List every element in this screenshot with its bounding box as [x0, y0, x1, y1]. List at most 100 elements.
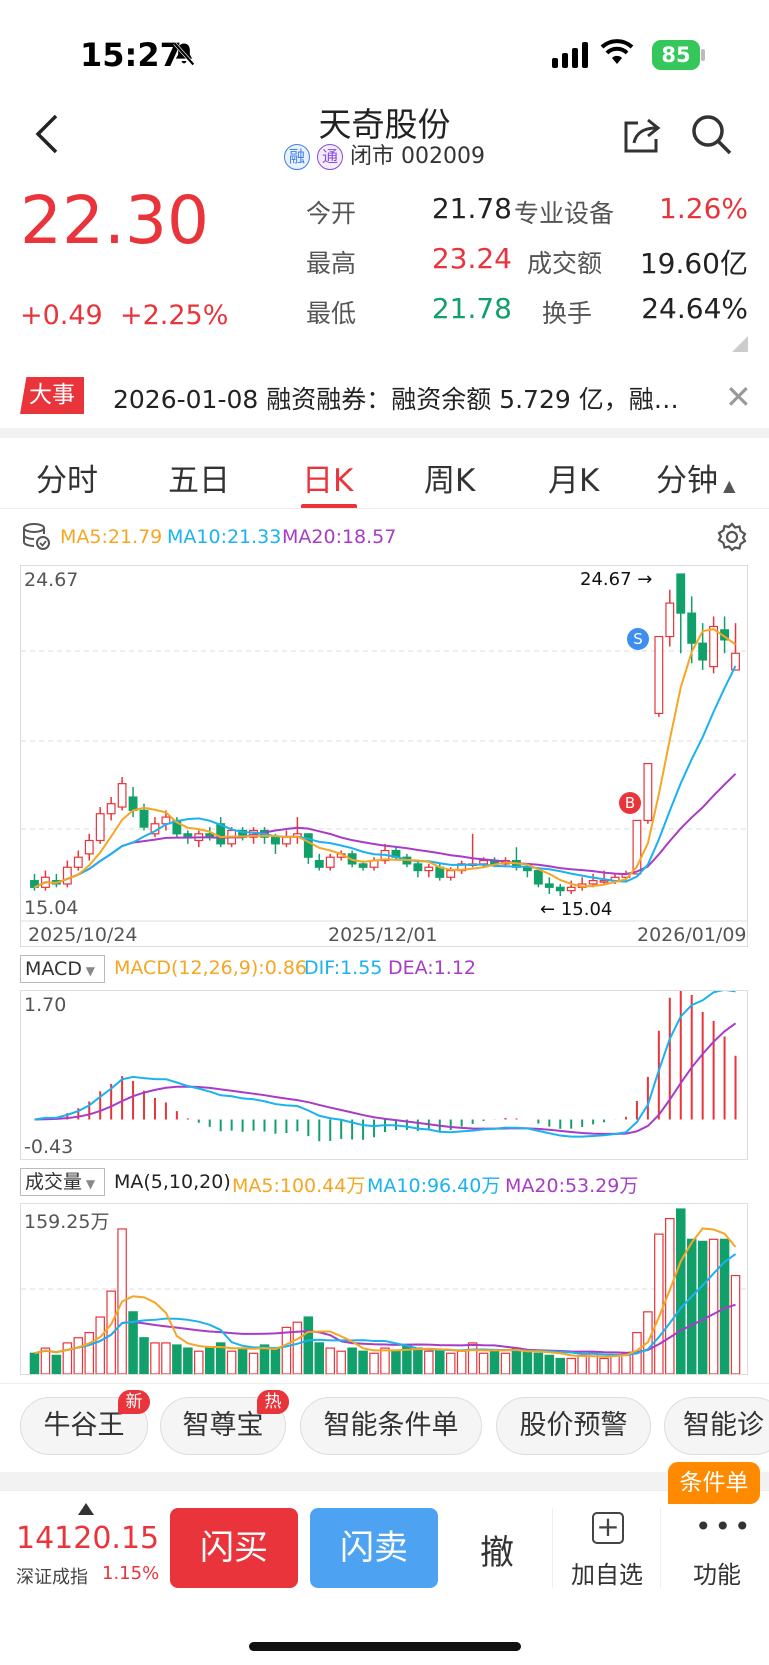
- volume-bar: [730, 1274, 741, 1374]
- macd-indicator-select[interactable]: MACD ▼: [20, 955, 105, 983]
- index-pct: 1.15%: [102, 1563, 160, 1584]
- stock-subtitle: 融 通 闭市 002009: [0, 138, 769, 170]
- divider: [660, 1508, 661, 1588]
- volume-bar: [478, 1352, 489, 1374]
- tool-smart-order[interactable]: 智能条件单: [300, 1397, 482, 1455]
- candle-body: [62, 866, 72, 885]
- ma5-legend: MA5:21.79: [60, 526, 163, 548]
- candle-body: [479, 859, 489, 865]
- sector-label[interactable]: 专业设备: [514, 199, 615, 228]
- active-tab-indicator: [301, 504, 357, 509]
- tab-monthly-k[interactable]: 月K: [548, 463, 600, 499]
- volume-ma10: MA10:96.40万: [367, 1175, 501, 1197]
- candle-body: [643, 762, 653, 822]
- cancel-order-button[interactable]: 撤: [480, 1533, 514, 1573]
- candle-body: [665, 602, 675, 638]
- divider: [0, 1383, 769, 1384]
- candle-body: [588, 880, 598, 885]
- tab-five-day[interactable]: 五日: [168, 463, 230, 499]
- volume-bar: [533, 1352, 544, 1374]
- price-change-pct: +2.25%: [120, 300, 229, 331]
- volume-bar: [95, 1316, 105, 1374]
- functions-button[interactable]: 功能: [693, 1561, 741, 1589]
- dif-value: DIF:1.55: [304, 957, 383, 979]
- tool-price-alert[interactable]: 股价预警: [496, 1397, 651, 1455]
- add-watchlist-button[interactable]: 加自选: [571, 1561, 643, 1589]
- volume-bar: [150, 1342, 160, 1374]
- home-indicator: [249, 1642, 521, 1651]
- buy-signal-marker[interactable]: B: [619, 792, 641, 814]
- candle-body: [709, 625, 719, 668]
- low-value: 21.78: [431, 292, 512, 325]
- tab-daily-k[interactable]: 日K: [302, 463, 354, 499]
- candle-body: [698, 642, 708, 661]
- share-icon[interactable]: [620, 115, 664, 155]
- quick-sell-button[interactable]: 闪卖: [310, 1508, 438, 1588]
- kline-chart[interactable]: [20, 565, 748, 947]
- volume-select-label: 成交量: [25, 1171, 83, 1193]
- close-icon[interactable]: ✕: [725, 378, 752, 416]
- back-arrow-icon[interactable]: [34, 112, 60, 156]
- condition-order-badge[interactable]: 条件单: [668, 1462, 760, 1504]
- settings-gear-icon[interactable]: [716, 521, 748, 553]
- sector-pct: 1.26%: [659, 192, 748, 225]
- tab-weekly-k[interactable]: 周K: [424, 463, 476, 499]
- volume-bar: [456, 1350, 467, 1374]
- ma5-line: [34, 628, 737, 889]
- connect-tag: 通: [317, 144, 343, 170]
- volume-bar: [675, 1208, 686, 1374]
- volume-bar: [686, 1238, 697, 1374]
- volume-bar: [73, 1337, 84, 1374]
- volume-bar: [281, 1326, 292, 1374]
- volume-bar: [500, 1352, 511, 1374]
- ma20-legend: MA20:18.57: [282, 526, 397, 548]
- volume-bar: [259, 1344, 270, 1374]
- tab-minute[interactable]: 分钟 ▲: [656, 455, 735, 500]
- news-tag: 大事: [20, 377, 84, 414]
- volume-bar: [577, 1354, 587, 1374]
- ma10-line: [34, 665, 737, 889]
- high-value: 23.24: [431, 242, 512, 275]
- volume-bar: [599, 1357, 609, 1374]
- candle-body: [281, 836, 291, 845]
- index-value[interactable]: 14120.15: [16, 1521, 160, 1556]
- candle-body: [599, 880, 609, 883]
- max-price-marker: 24.67 →: [580, 569, 653, 590]
- volume-bar: [292, 1321, 303, 1374]
- volume-bar: [708, 1238, 719, 1374]
- status-time: 15:27: [80, 36, 182, 74]
- volume-bar: [413, 1347, 423, 1374]
- volume-chart[interactable]: [20, 1203, 748, 1375]
- candle-body: [446, 869, 456, 878]
- database-icon[interactable]: [22, 522, 50, 550]
- news-ticker[interactable]: 2026-01-08 融资融券：融资余额 5.729 亿，融…: [113, 385, 679, 414]
- macd-value: MACD(12,26,9):0.86: [114, 957, 308, 979]
- add-icon[interactable]: +: [592, 1512, 624, 1544]
- quick-buy-button[interactable]: 闪买: [170, 1508, 298, 1588]
- macd-chart[interactable]: [20, 990, 748, 1160]
- sell-signal-marker[interactable]: S: [627, 628, 649, 650]
- expand-corner-icon[interactable]: [732, 336, 748, 352]
- tool-label: 智能诊: [683, 1410, 764, 1441]
- tool-smart-diagnosis[interactable]: 智能诊: [664, 1397, 769, 1455]
- tab-intraday[interactable]: 分时: [36, 463, 98, 499]
- volume-bar: [226, 1350, 237, 1374]
- dropdown-icon: ▼: [81, 964, 96, 978]
- volume-indicator-select[interactable]: 成交量 ▼: [20, 1168, 105, 1196]
- battery-level: 85: [652, 40, 700, 70]
- candle-body: [106, 803, 116, 815]
- divider: [552, 1508, 553, 1588]
- volume-bar: [654, 1233, 664, 1374]
- more-icon[interactable]: •••: [695, 1510, 754, 1543]
- search-icon[interactable]: [690, 113, 734, 157]
- volume-bar: [128, 1311, 138, 1374]
- volume-bar: [161, 1342, 171, 1374]
- dea-value: DEA:1.12: [388, 957, 477, 979]
- divider: [0, 508, 769, 509]
- volume-ma20-line: [34, 1303, 736, 1355]
- current-price: 22.30: [20, 182, 209, 259]
- volume-bar: [467, 1342, 478, 1374]
- candle-body: [424, 866, 434, 872]
- volume-bar: [445, 1352, 456, 1374]
- macd-axis-top: 1.70: [24, 994, 67, 1016]
